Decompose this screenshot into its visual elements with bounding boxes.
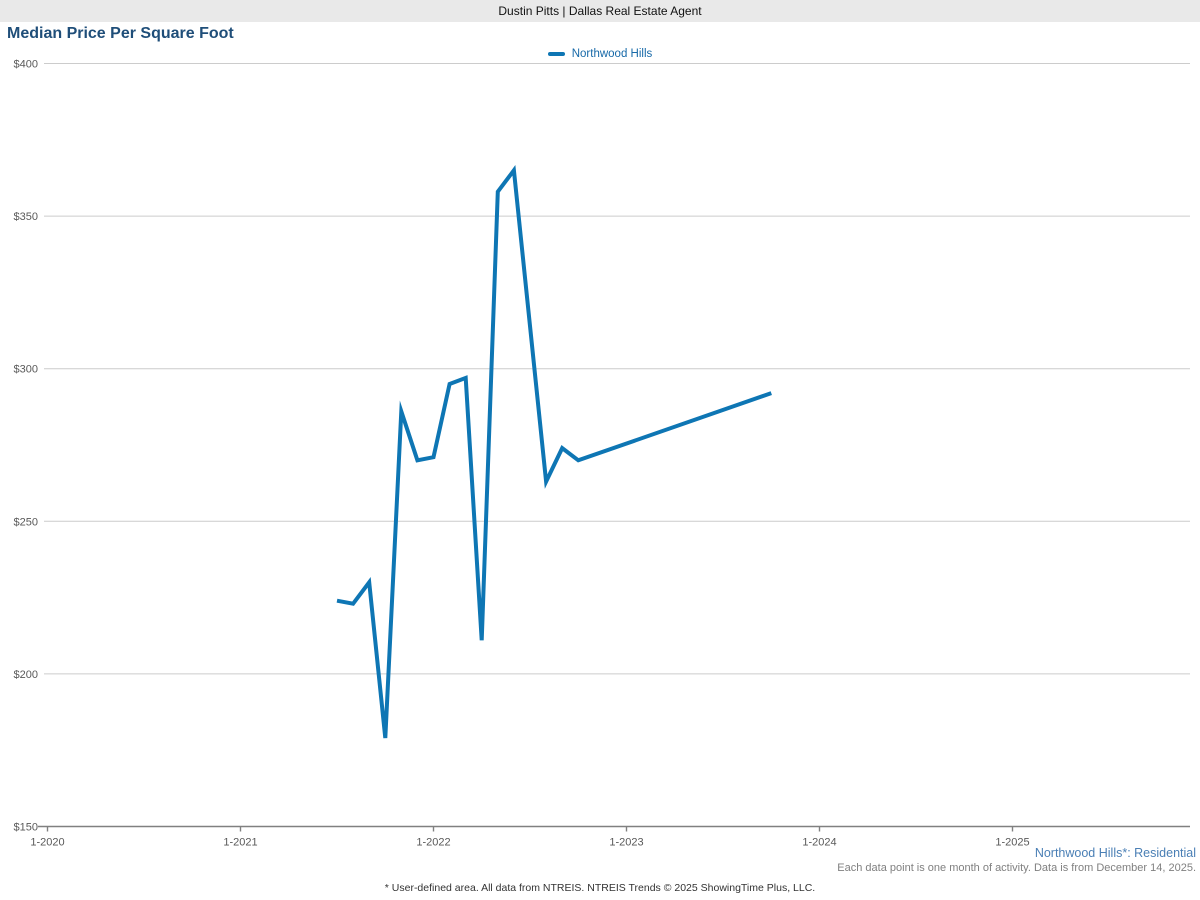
y-axis-tick-label: $300 [14, 364, 38, 376]
y-axis-tick-label: $150 [14, 822, 38, 834]
footer-series-link[interactable]: Northwood Hills*: Residential [1034, 846, 1196, 860]
series-line-northwood-hills [336, 165, 772, 739]
page-title: Median Price Per Square Foot [7, 25, 234, 42]
x-axis-tick-label: 1-2022 [416, 837, 450, 849]
footer-right: Northwood Hills*: Residential Each data … [837, 846, 1196, 874]
footer-disclaimer: * User-defined area. All data from NTREI… [384, 882, 816, 894]
y-axis-tick-label: $250 [14, 516, 38, 528]
legend-swatch-icon [547, 52, 565, 56]
y-axis-tick-label: $400 [14, 59, 38, 71]
x-axis-tick-label: 1-2021 [223, 837, 257, 849]
x-axis-tick-label: 1-2025 [995, 837, 1029, 849]
legend: Northwood Hills [0, 47, 1200, 61]
y-axis-tick-label: $350 [14, 211, 38, 223]
x-axis-tick-label: 1-2024 [802, 837, 836, 849]
footer-data-note: Each data point is one month of activity… [837, 862, 1196, 874]
x-axis-tick-label: 1-2023 [609, 837, 643, 849]
legend-item-northwood-hills[interactable]: Northwood Hills [571, 48, 653, 60]
site-header-title: Dustin Pitts | Dallas Real Estate Agent [498, 4, 702, 18]
site-header: Dustin Pitts | Dallas Real Estate Agent [0, 0, 1200, 22]
x-axis-tick-label: 1-2020 [30, 837, 64, 849]
y-axis-tick-label: $200 [14, 669, 38, 681]
